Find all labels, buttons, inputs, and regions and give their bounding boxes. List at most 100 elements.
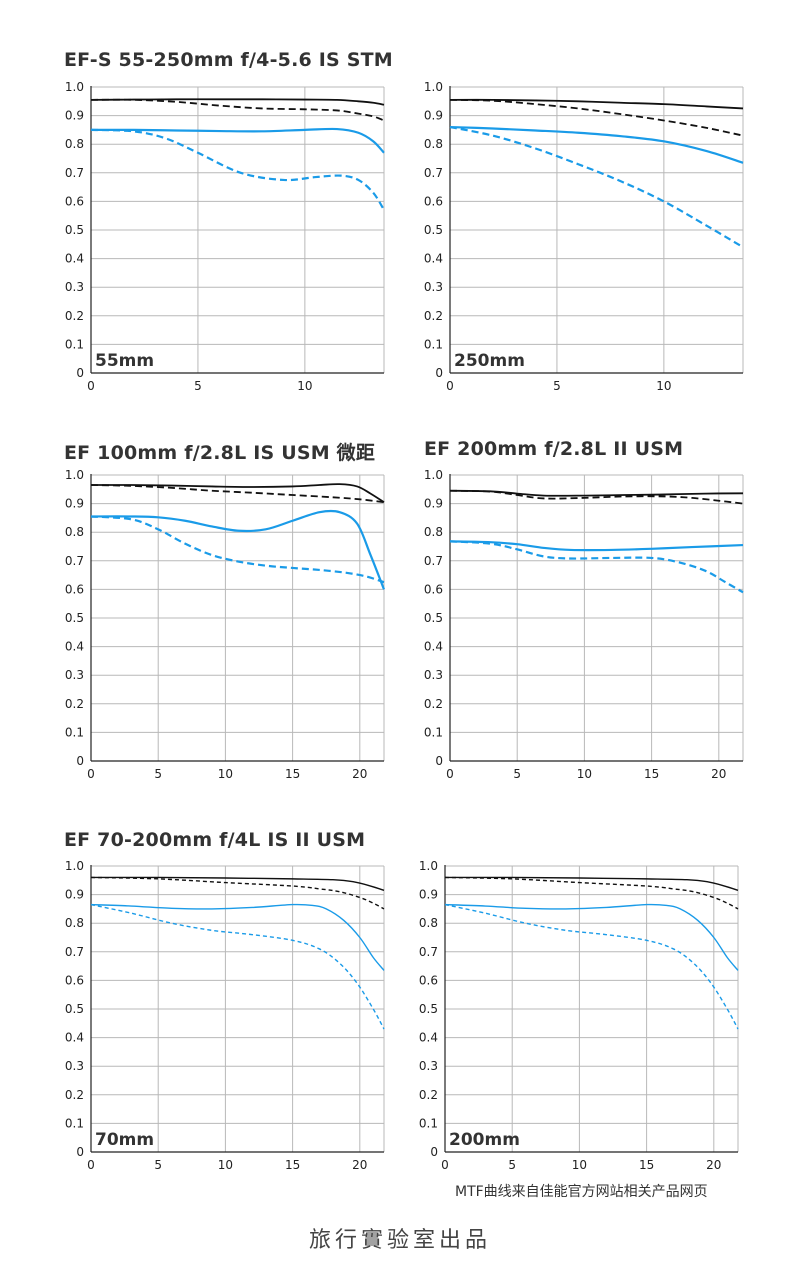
y-tick-label: 0.3: [65, 280, 84, 294]
x-tick-label: 5: [553, 379, 561, 393]
y-tick-label: 1.0: [65, 80, 84, 94]
mtf-line-black-solid: [90, 876, 385, 891]
focal-length-label: 70mm: [95, 1130, 154, 1150]
x-tick-label: 20: [706, 1158, 721, 1172]
y-tick-label: 0.2: [424, 697, 443, 711]
y-tick-label: 0.6: [424, 582, 443, 596]
source-note: MTF曲线来自佳能官方网站相关产品网页: [455, 1184, 708, 1200]
y-tick-label: 0.7: [65, 166, 84, 180]
y-tick-label: 0.3: [65, 668, 84, 682]
x-tick-label: 5: [154, 767, 162, 781]
y-tick-label: 0.6: [65, 973, 84, 987]
x-tick-label: 15: [285, 767, 300, 781]
x-tick-label: 10: [656, 379, 671, 393]
y-tick-label: 0.1: [424, 337, 443, 351]
y-tick-label: 0.9: [419, 888, 438, 902]
y-tick-label: 0: [76, 754, 84, 768]
mtf-line-black-dashed: [449, 489, 744, 505]
mtf-line-black-dashed: [90, 876, 385, 910]
x-tick-label: 0: [446, 379, 454, 393]
x-tick-label: 5: [154, 1158, 162, 1172]
focal-length-label: 55mm: [95, 351, 154, 371]
x-tick-label: 20: [352, 1158, 367, 1172]
y-tick-label: 0.2: [65, 1088, 84, 1102]
y-tick-label: 0.2: [424, 309, 443, 323]
mtf-line-blue-solid: [90, 127, 385, 154]
x-tick-label: 20: [352, 767, 367, 781]
x-tick-label: 10: [572, 1158, 587, 1172]
y-tick-label: 0: [435, 754, 443, 768]
mtf-line-black-solid: [449, 98, 744, 110]
x-tick-label: 0: [441, 1158, 449, 1172]
y-tick-label: 0.9: [424, 497, 443, 511]
mtf-line-black-dashed: [444, 876, 739, 910]
y-tick-label: 0.8: [419, 916, 438, 930]
y-tick-label: 0.6: [424, 194, 443, 208]
footer-brand: 旅行實验室出品: [308, 1228, 491, 1253]
mtf-line-black-solid: [90, 98, 385, 106]
x-tick-label: 20: [711, 767, 726, 781]
mtf-line-blue-solid: [449, 540, 744, 552]
y-tick-label: 0.4: [424, 640, 443, 654]
mtf-line-blue-dashed: [449, 125, 744, 249]
y-tick-label: 0.5: [424, 611, 443, 625]
x-tick-label: 10: [218, 767, 233, 781]
y-tick-label: 0.8: [65, 525, 84, 539]
mtf-line-blue-dashed: [449, 540, 744, 594]
y-tick-label: 0.6: [65, 194, 84, 208]
y-tick-label: 0.5: [65, 1002, 84, 1016]
y-tick-label: 0.1: [65, 337, 84, 351]
y-tick-label: 0.6: [65, 582, 84, 596]
x-tick-label: 10: [297, 379, 312, 393]
mtf-line-black-solid: [90, 483, 385, 503]
x-tick-label: 15: [644, 767, 659, 781]
y-tick-label: 0.8: [424, 525, 443, 539]
x-tick-label: 0: [87, 1158, 95, 1172]
chart-title-3: EF 100mm f/2.8L IS USM 微距: [64, 442, 376, 464]
mtf-line-blue-dashed: [90, 903, 385, 1030]
y-tick-label: 0.1: [424, 725, 443, 739]
y-tick-label: 0.3: [65, 1059, 84, 1073]
y-tick-label: 0.1: [419, 1116, 438, 1130]
focal-length-label: 200mm: [449, 1130, 520, 1150]
mtf-line-black-dashed: [90, 98, 385, 122]
y-tick-label: 1.0: [424, 468, 443, 482]
x-tick-label: 10: [218, 1158, 233, 1172]
y-tick-label: 1.0: [65, 468, 84, 482]
y-tick-label: 0.7: [65, 554, 84, 568]
mtf-line-blue-solid: [444, 903, 739, 971]
chart-title-1: EF-S 55-250mm f/4-5.6 IS STM: [64, 49, 393, 71]
chart-title-5: EF 70-200mm f/4L IS II USM: [64, 829, 366, 851]
mtf-line-blue-dashed: [90, 128, 385, 211]
y-tick-label: 0.4: [419, 1031, 438, 1045]
x-tick-label: 0: [87, 379, 95, 393]
mtf-line-blue-dashed: [90, 515, 385, 584]
mtf-line-black-dashed: [449, 98, 744, 137]
y-tick-label: 1.0: [65, 859, 84, 873]
y-tick-label: 0.4: [424, 252, 443, 266]
mtf-line-black-solid: [449, 489, 744, 497]
y-tick-label: 0.4: [65, 1031, 84, 1045]
y-tick-label: 0.8: [65, 137, 84, 151]
y-tick-label: 0.2: [65, 309, 84, 323]
mtf-line-blue-dashed: [444, 903, 739, 1030]
x-tick-label: 5: [513, 767, 521, 781]
y-tick-label: 0.9: [424, 109, 443, 123]
y-tick-label: 0.9: [65, 497, 84, 511]
y-tick-label: 0.8: [424, 137, 443, 151]
mtf-line-blue-solid: [449, 125, 744, 164]
y-tick-label: 0.7: [424, 554, 443, 568]
y-tick-label: 0.8: [65, 916, 84, 930]
x-tick-label: 15: [285, 1158, 300, 1172]
y-tick-label: 0.1: [65, 1116, 84, 1130]
y-tick-label: 0.1: [65, 725, 84, 739]
y-tick-label: 0.5: [65, 611, 84, 625]
y-tick-label: 0: [435, 366, 443, 380]
x-tick-label: 5: [508, 1158, 516, 1172]
y-tick-label: 0: [430, 1145, 438, 1159]
mtf-line-black-solid: [444, 876, 739, 891]
y-tick-label: 0.7: [424, 166, 443, 180]
x-tick-label: 15: [639, 1158, 654, 1172]
y-tick-label: 0.9: [65, 888, 84, 902]
y-tick-label: 0.5: [419, 1002, 438, 1016]
